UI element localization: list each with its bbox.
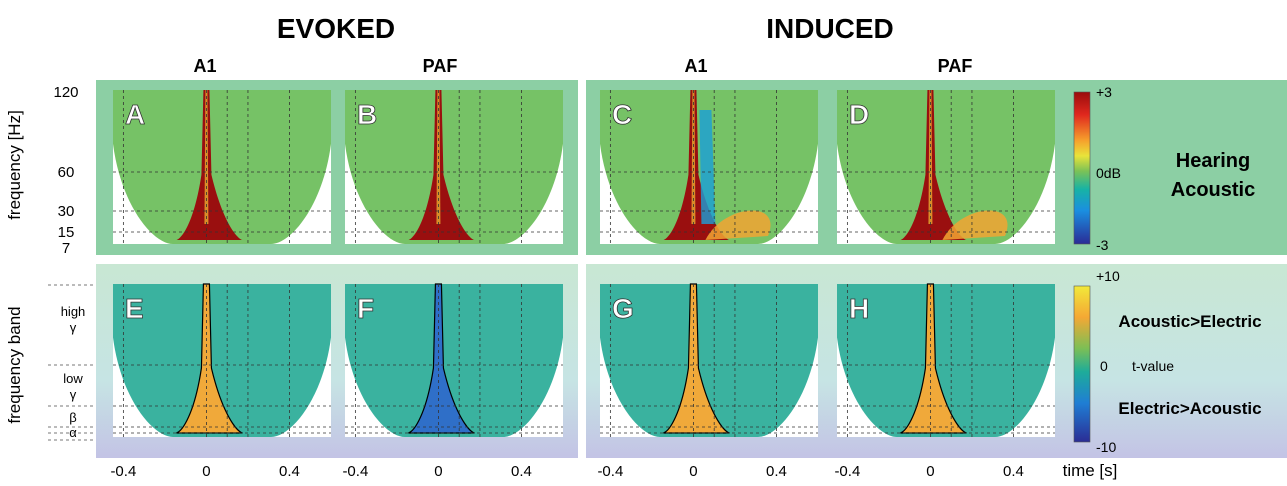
panel-data-region [600,284,818,437]
x-axis-label: time [s] [1063,461,1118,480]
top-y-tick-label: 30 [58,203,75,220]
x-tick-label: -0.4 [110,463,136,480]
onset-response-mark [900,283,967,434]
panel-A: A [113,90,331,244]
sustained-increase-mark [942,210,1008,240]
col-label-paf-evoked: PAF [423,56,458,76]
x-tick-label: 0.4 [1003,463,1024,480]
col-label-a1-induced: A1 [684,56,707,76]
post-onset-decrease-mark [699,110,716,224]
top-y-tick-label: 120 [53,84,78,101]
colorbar-bottom-unit: t-value [1132,358,1174,374]
panel-letter: E [125,293,144,324]
x-tick-label: 0.4 [511,463,532,480]
x-ticks: -0.4 0 0.4 -0.4 0 0.4 -0.4 0 0.4 -0.4 0 0.4 [110,463,1023,480]
band-label-high-gamma-1: high [61,304,86,319]
x-tick-label: 0 [689,463,697,480]
panel-F: F [345,283,563,437]
panel-data-region [345,90,563,244]
panel-data-region [837,90,1055,244]
x-tick-label: -0.4 [342,463,368,480]
panel-data-region [113,284,331,437]
colorbar-bottom-min: -10 [1096,439,1116,455]
x-tick-label: 0.4 [279,463,300,480]
x-tick-label: 0.4 [766,463,787,480]
header-induced: INDUCED [766,13,894,44]
panel-letter: F [357,293,374,324]
top-y-tick-label: 15 [58,224,75,241]
panel-D: D [837,90,1055,244]
colorbar-top [1073,91,1091,245]
band-guide-lines [48,284,96,441]
top-y-tick-label: 60 [58,164,75,181]
panel-letter: B [357,99,377,130]
sustained-increase-mark [705,210,771,240]
header-evoked: EVOKED [277,13,395,44]
colorbar-top-min: -3 [1096,237,1109,253]
band-label-high-gamma-2: γ [70,320,77,335]
panel-letter: C [612,99,632,130]
condition-label-acoustic: Acoustic [1171,179,1255,201]
colorbar-bottom-max: +10 [1096,268,1120,284]
panel-data-region [837,284,1055,437]
colorbar-bottom-mid: 0 [1100,358,1108,374]
panel-letter: G [612,293,634,324]
top-y-ticks: 120 60 30 157 [53,84,78,257]
contrast-label-electric-acoustic: Electric>Acoustic [1118,399,1261,418]
top-ylabel: frequency [Hz] [5,110,24,220]
panel-G: G [600,283,818,437]
onset-response-mark [663,283,730,434]
bottom-ylabel: frequency band [5,306,24,423]
panel-letter: A [125,99,145,130]
onset-response-mark [900,90,967,240]
colorbar-top-mid: 0dB [1096,165,1121,181]
band-label-low-gamma-1: low [63,371,83,386]
onset-response-mark [408,90,475,240]
top-y-tick-label: 7 [62,240,70,257]
panel-B: B [345,90,563,244]
band-label-low-gamma-2: γ [70,387,77,402]
contrast-label-acoustic-electric: Acoustic>Electric [1118,312,1261,331]
panel-C: C [600,90,818,244]
panels-layer: A B C D E F G H [113,90,1055,437]
col-label-paf-induced: PAF [938,56,973,76]
colorbar-bottom [1073,285,1091,443]
colorbar-top-max: +3 [1096,84,1112,100]
panel-letter: D [849,99,869,130]
panel-data-region [113,90,331,244]
band-label-beta: β [69,410,76,425]
panel-letter: H [849,293,869,324]
x-tick-label: -0.4 [834,463,860,480]
panel-H: H [837,283,1055,437]
condition-label-hearing: Hearing [1176,150,1250,172]
col-label-a1-evoked: A1 [193,56,216,76]
onset-response-mark [176,90,243,240]
x-tick-label: 0 [202,463,210,480]
panel-E: E [113,283,331,437]
x-tick-label: 0 [434,463,442,480]
onset-response-mark [408,283,475,434]
x-tick-label: 0 [926,463,934,480]
onset-response-mark [663,90,730,240]
x-tick-label: -0.4 [597,463,623,480]
panel-data-region [345,284,563,437]
onset-response-mark [176,283,243,434]
